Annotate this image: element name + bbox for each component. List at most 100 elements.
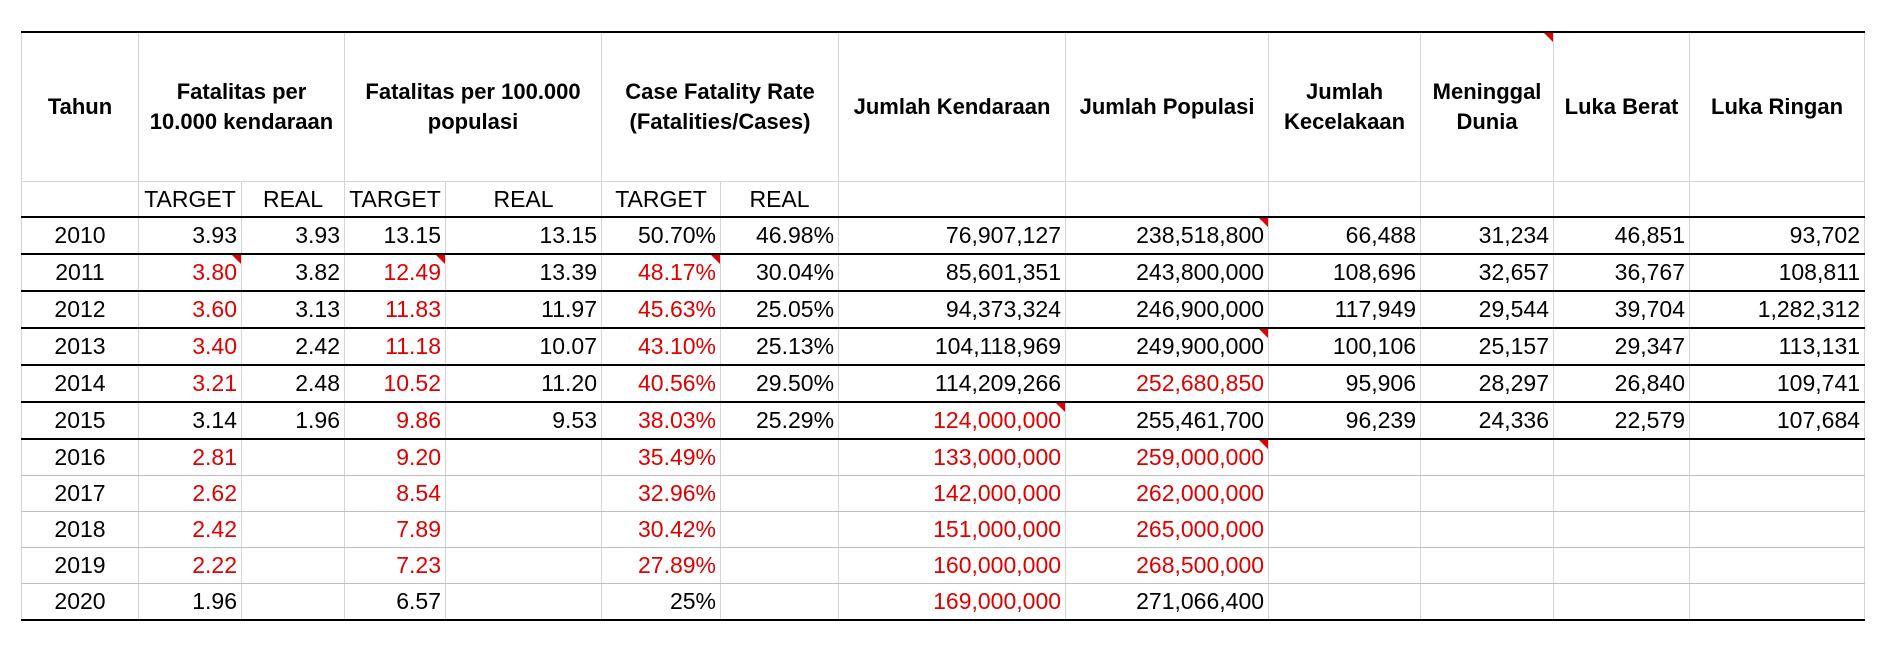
cell-fatalitas-kendaraan-target[interactable]: 3.93 [138,217,242,255]
cell-jumlah-kecelakaan[interactable]: 117,949 [1268,291,1422,329]
header-case-fatality-rate[interactable]: Case Fatality Rate (Fatalities/Cases) [601,31,840,182]
cell-jumlah-kecelakaan[interactable] [1268,475,1422,512]
cell-jumlah-populasi[interactable]: 252,680,850 [1065,365,1270,403]
cell-cfr-target[interactable]: 35.49% [601,439,722,476]
cell-jumlah-kecelakaan[interactable] [1268,583,1422,621]
cell-year[interactable]: 2011 [21,254,139,292]
cell-cfr-real[interactable]: 25.13% [720,328,840,366]
cell-fatalitas-kendaraan-real[interactable]: 2.42 [240,328,346,366]
cell-fatalitas-kendaraan-real[interactable] [240,511,346,548]
header-fatalitas-kendaraan[interactable]: Fatalitas per 10.000 kendaraan [137,31,346,182]
cell-jumlah-populasi[interactable]: 255,461,700 [1065,402,1270,440]
header-jumlah-kecelakaan[interactable]: Jumlah Kecelakaan [1268,31,1422,182]
header-luka-berat[interactable]: Luka Berat [1553,31,1691,182]
cell-jumlah-kecelakaan[interactable]: 95,906 [1268,365,1422,403]
cell-cfr-target[interactable]: 25% [601,583,722,621]
cell-fatalitas-kendaraan-target[interactable]: 3.21 [138,365,242,403]
cell-year[interactable]: 2013 [21,328,139,366]
cell-fatalitas-kendaraan-target[interactable]: 2.62 [138,475,242,512]
cell-jumlah-populasi[interactable]: 268,500,000 [1065,547,1270,584]
cell-luka-ringan[interactable]: 113,131 [1689,328,1866,366]
cell-meninggal-dunia[interactable] [1420,547,1555,584]
cell-fatalitas-populasi-target[interactable]: 6.57 [344,583,447,621]
cell-fatalitas-kendaraan-target[interactable]: 2.22 [138,547,242,584]
cell-meninggal-dunia[interactable] [1420,583,1555,621]
cell-fatalitas-populasi-target[interactable]: 11.83 [344,291,447,329]
cell-jumlah-populasi[interactable]: 271,066,400 [1065,583,1270,621]
cell-fatalitas-populasi-real[interactable] [445,439,603,476]
cell-luka-berat[interactable]: 36,767 [1553,254,1691,292]
cell-jumlah-kendaraan[interactable]: 124,000,000 [838,402,1067,440]
cell-cfr-real[interactable] [720,511,840,548]
cell-fatalitas-kendaraan-real[interactable] [240,547,346,584]
cell-jumlah-populasi[interactable]: 238,518,800 [1065,217,1270,255]
cell-meninggal-dunia[interactable]: 24,336 [1420,402,1555,440]
cell-meninggal-dunia[interactable] [1420,511,1555,548]
cell-jumlah-kendaraan[interactable]: 104,118,969 [838,328,1067,366]
cell-fatalitas-kendaraan-real[interactable]: 1.96 [240,402,346,440]
cell-meninggal-dunia[interactable]: 32,657 [1420,254,1555,292]
cell-fatalitas-populasi-target[interactable]: 10.52 [344,365,447,403]
cell-jumlah-kendaraan[interactable]: 142,000,000 [838,475,1067,512]
cell-luka-berat[interactable]: 39,704 [1553,291,1691,329]
cell-cfr-target[interactable]: 43.10% [601,328,722,366]
cell-jumlah-populasi[interactable]: 249,900,000 [1065,328,1270,366]
cell-jumlah-kecelakaan[interactable] [1268,547,1422,584]
cell-cfr-real[interactable]: 30.04% [720,254,840,292]
cell-jumlah-kecelakaan[interactable]: 108,696 [1268,254,1422,292]
cell-jumlah-kendaraan[interactable]: 94,373,324 [838,291,1067,329]
subheader-real[interactable]: REAL [240,181,346,218]
cell-cfr-target[interactable]: 27.89% [601,547,722,584]
cell-luka-berat[interactable]: 46,851 [1553,217,1691,255]
cell-fatalitas-populasi-real[interactable]: 13.39 [445,254,603,292]
cell-luka-ringan[interactable]: 108,811 [1689,254,1866,292]
cell-cfr-real[interactable]: 29.50% [720,365,840,403]
cell-fatalitas-kendaraan-target[interactable]: 3.60 [138,291,242,329]
subheader-empty-cell[interactable] [1689,181,1866,218]
cell-jumlah-populasi[interactable]: 246,900,000 [1065,291,1270,329]
cell-jumlah-kecelakaan[interactable]: 66,488 [1268,217,1422,255]
cell-meninggal-dunia[interactable]: 31,234 [1420,217,1555,255]
cell-fatalitas-kendaraan-target[interactable]: 3.80 [138,254,242,292]
cell-jumlah-kendaraan[interactable]: 160,000,000 [838,547,1067,584]
cell-luka-berat[interactable] [1553,439,1691,476]
cell-fatalitas-populasi-target[interactable]: 13.15 [344,217,447,255]
cell-cfr-target[interactable]: 50.70% [601,217,722,255]
cell-luka-ringan[interactable]: 109,741 [1689,365,1866,403]
cell-fatalitas-kendaraan-real[interactable]: 3.13 [240,291,346,329]
header-tahun[interactable]: Tahun [21,31,139,182]
subheader-empty-cell[interactable] [1268,181,1422,218]
cell-luka-ringan[interactable] [1689,511,1866,548]
cell-jumlah-kecelakaan[interactable] [1268,511,1422,548]
cell-jumlah-kendaraan[interactable]: 76,907,127 [838,217,1067,255]
cell-luka-berat[interactable]: 26,840 [1553,365,1691,403]
cell-cfr-real[interactable]: 46.98% [720,217,840,255]
cell-jumlah-kecelakaan[interactable]: 100,106 [1268,328,1422,366]
cell-year[interactable]: 2016 [21,439,139,476]
cell-luka-berat[interactable]: 29,347 [1553,328,1691,366]
cell-cfr-real[interactable]: 25.05% [720,291,840,329]
cell-cfr-real[interactable] [720,583,840,621]
cell-year[interactable]: 2020 [21,583,139,621]
cell-cfr-target[interactable]: 40.56% [601,365,722,403]
cell-fatalitas-kendaraan-target[interactable]: 1.96 [138,583,242,621]
cell-fatalitas-kendaraan-real[interactable]: 3.93 [240,217,346,255]
cell-fatalitas-populasi-real[interactable]: 13.15 [445,217,603,255]
cell-jumlah-kecelakaan[interactable] [1268,439,1422,476]
cell-cfr-real[interactable]: 25.29% [720,402,840,440]
subheader-real[interactable]: REAL [445,181,603,218]
cell-jumlah-populasi[interactable]: 259,000,000 [1065,439,1270,476]
cell-fatalitas-populasi-target[interactable]: 12.49 [344,254,447,292]
cell-meninggal-dunia[interactable]: 25,157 [1420,328,1555,366]
cell-jumlah-kendaraan[interactable]: 151,000,000 [838,511,1067,548]
cell-year[interactable]: 2018 [21,511,139,548]
cell-cfr-target[interactable]: 45.63% [601,291,722,329]
cell-luka-berat[interactable]: 22,579 [1553,402,1691,440]
cell-fatalitas-populasi-real[interactable] [445,583,603,621]
cell-fatalitas-populasi-target[interactable]: 11.18 [344,328,447,366]
cell-cfr-real[interactable] [720,547,840,584]
cell-year[interactable]: 2014 [21,365,139,403]
subheader-empty-cell[interactable] [1420,181,1555,218]
cell-fatalitas-kendaraan-real[interactable]: 3.82 [240,254,346,292]
cell-jumlah-kecelakaan[interactable]: 96,239 [1268,402,1422,440]
